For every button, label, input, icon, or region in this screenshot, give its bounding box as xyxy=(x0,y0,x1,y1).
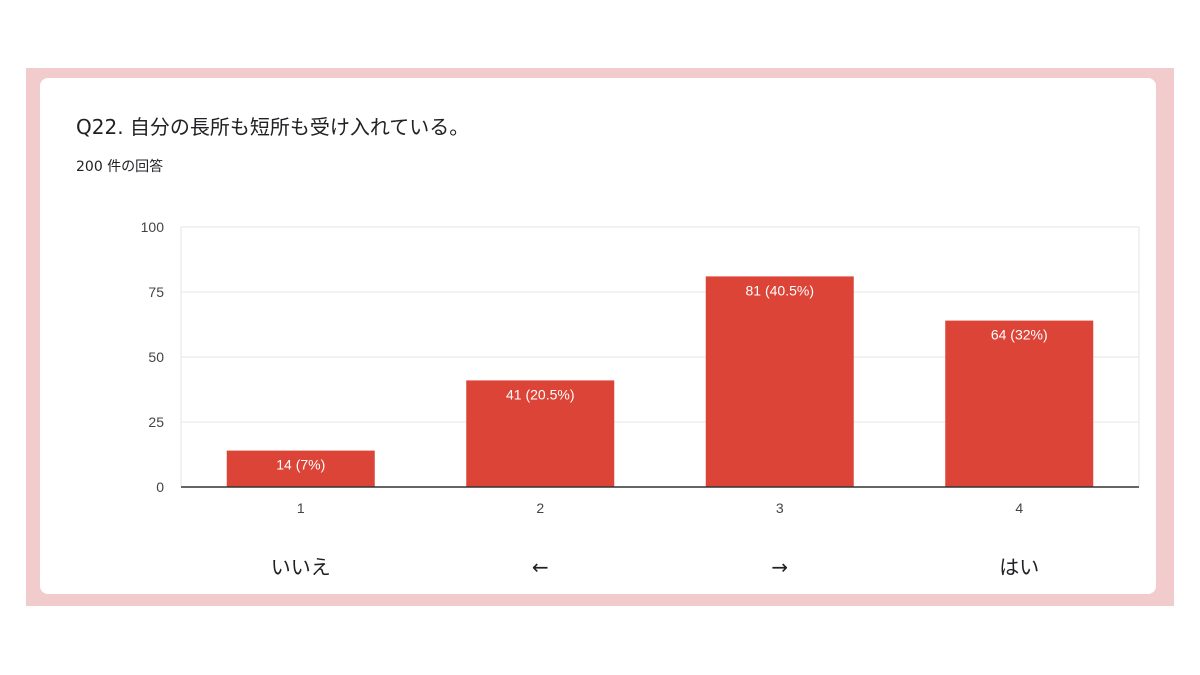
y-tick-label: 50 xyxy=(148,349,164,365)
x-tick-label: 1 xyxy=(297,500,305,516)
bar-4 xyxy=(945,320,1094,487)
bar-3 xyxy=(705,276,854,487)
scale-label: ← xyxy=(532,555,549,579)
bar-data-label: 14 (7%) xyxy=(276,457,325,473)
bars: 14 (7%) 41 (20.5%) 81 (40.5%) 64 (32%) xyxy=(226,276,1094,487)
y-tick-label: 0 xyxy=(156,479,164,495)
x-tick-label: 2 xyxy=(536,500,544,516)
bar-2 xyxy=(466,380,615,487)
bar-data-label: 41 (20.5%) xyxy=(506,386,574,402)
y-tick-labels: 0 25 50 75 100 xyxy=(141,219,165,495)
x-tick-label: 3 xyxy=(776,500,784,516)
y-tick-label: 75 xyxy=(148,284,164,300)
scale-label: → xyxy=(771,555,788,579)
scale-label: はい xyxy=(999,555,1039,579)
y-tick-label: 25 xyxy=(148,414,164,430)
bar-data-label: 64 (32%) xyxy=(991,327,1048,343)
x-tick-labels: 1 2 3 4 xyxy=(297,500,1024,516)
response-count: 200 件の回答 xyxy=(76,159,164,175)
question-title: Q22. 自分の長所も短所も受け入れている。 xyxy=(76,115,470,139)
bar-1 xyxy=(226,450,375,487)
x-tick-label: 4 xyxy=(1015,500,1023,516)
y-tick-label: 100 xyxy=(141,219,165,235)
scale-labels: いいえ ← → はい xyxy=(271,555,1040,579)
bar-data-label: 81 (40.5%) xyxy=(746,282,814,298)
scale-label: いいえ xyxy=(271,555,331,579)
